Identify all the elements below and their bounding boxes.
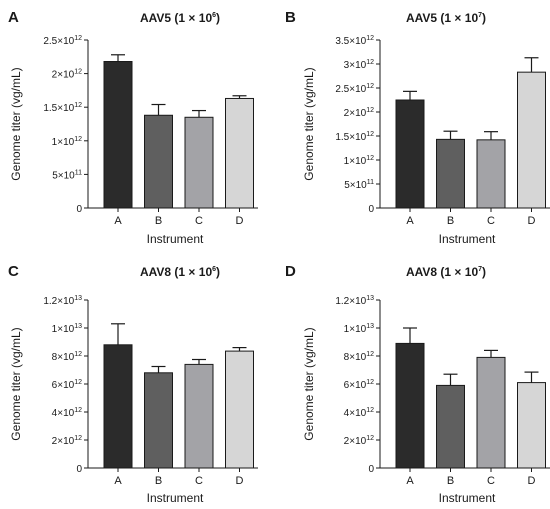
x-tick-label: D (528, 475, 536, 487)
y-tick-label: 2×1012 (344, 435, 374, 447)
bar-b (144, 372, 173, 469)
x-tick-label: A (114, 215, 122, 227)
x-tick-label: B (447, 475, 454, 487)
bar-a (395, 99, 425, 209)
bar-c (476, 356, 506, 469)
bar-c (184, 363, 214, 469)
x-tick-label: B (155, 475, 162, 487)
x-tick-label: D (236, 215, 244, 227)
y-tick-label: 1.5×1012 (335, 131, 374, 143)
y-tick-label: 2×1012 (344, 107, 374, 119)
y-tick-label: 2×1012 (52, 69, 82, 81)
bar-a (395, 342, 425, 469)
panel-title: AAV8 (1 × 107) (406, 265, 486, 279)
y-tick-label: 2.5×1012 (335, 83, 374, 95)
y-tick-label: 3.5×1012 (335, 35, 374, 47)
bar-b (144, 114, 173, 209)
x-tick-label: D (528, 215, 536, 227)
y-tick-label: 6×1012 (52, 379, 82, 391)
bar-c (184, 116, 214, 209)
panel-title: AAV5 (1 × 106) (140, 11, 220, 25)
x-tick-label: B (155, 215, 162, 227)
panel-d: D AAV8 (1 × 107) 0 2×1012 4×1012 6×1012 8×1012… (285, 263, 550, 505)
y-tick-label: 2×1012 (52, 435, 82, 447)
panel-letter: C (8, 263, 19, 280)
x-tick-label: C (487, 475, 495, 487)
y-axis-title: Genome titer (vg/mL) (302, 67, 316, 180)
y-tick-label: 0 (368, 464, 374, 475)
panel-letter: D (285, 263, 296, 280)
panel-title: AAV5 (1 × 107) (406, 11, 486, 25)
x-tick-label: B (447, 215, 454, 227)
y-tick-label: 5×1011 (344, 179, 374, 191)
x-axis-title: Instrument (439, 491, 496, 505)
bar-a (103, 61, 133, 209)
panel-a: A AAV5 (1 × 106) 0 5×1011 1×1012 1.5×1012 2×10… (8, 9, 258, 246)
y-axis-title: Genome titer (vg/mL) (302, 327, 316, 440)
y-tick-label: 4×1012 (52, 407, 82, 419)
x-tick-label: A (406, 215, 414, 227)
panel-title: AAV8 (1 × 106) (140, 265, 220, 279)
panel-c: C AAV8 (1 × 106) 0 2×1012 4×1012 6×1012 8×1012… (8, 263, 258, 505)
y-tick-label: 1×1013 (344, 323, 374, 335)
y-tick-label: 4×1012 (344, 407, 374, 419)
x-tick-label: C (195, 475, 203, 487)
y-tick-label: 1.2×1013 (335, 295, 374, 307)
y-tick-label: 1.2×1013 (43, 295, 82, 307)
bar-b (436, 384, 465, 469)
y-axis-title: Genome titer (vg/mL) (9, 327, 23, 440)
bar-d (225, 97, 254, 209)
bar-d (517, 382, 546, 469)
x-axis-title: Instrument (439, 232, 496, 246)
panel-letter: A (8, 9, 19, 26)
y-tick-label: 8×1012 (52, 351, 82, 363)
y-tick-label: 1×1013 (52, 323, 82, 335)
x-tick-label: A (114, 475, 122, 487)
y-axis-title: Genome titer (vg/mL) (9, 67, 23, 180)
bar-d (517, 71, 546, 209)
bar-a (103, 344, 133, 469)
y-tick-label: 3×1012 (344, 59, 374, 71)
bar-b (436, 138, 465, 209)
x-axis-title: Instrument (147, 232, 204, 246)
x-tick-label: A (406, 475, 414, 487)
bar-c (476, 139, 506, 209)
panel-letter: B (285, 9, 296, 26)
y-tick-label: 1.5×1012 (43, 102, 82, 114)
bar-d (225, 350, 254, 469)
y-tick-label: 5×1011 (52, 169, 82, 181)
y-tick-label: 8×1012 (344, 351, 374, 363)
panel-b: B AAV5 (1 × 107) 0 5×1011 1×1012 1.5×1012 2×10… (285, 9, 550, 246)
y-tick-label: 0 (368, 204, 374, 215)
x-axis-title: Instrument (147, 491, 204, 505)
x-tick-label: C (195, 215, 203, 227)
y-tick-label: 1×1012 (52, 136, 82, 148)
y-tick-label: 1×1012 (344, 155, 374, 167)
y-tick-label: 0 (76, 464, 82, 475)
y-tick-label: 0 (76, 204, 82, 215)
x-tick-label: C (487, 215, 495, 227)
y-tick-label: 2.5×1012 (43, 35, 82, 47)
y-tick-label: 6×1012 (344, 379, 374, 391)
x-tick-label: D (236, 475, 244, 487)
